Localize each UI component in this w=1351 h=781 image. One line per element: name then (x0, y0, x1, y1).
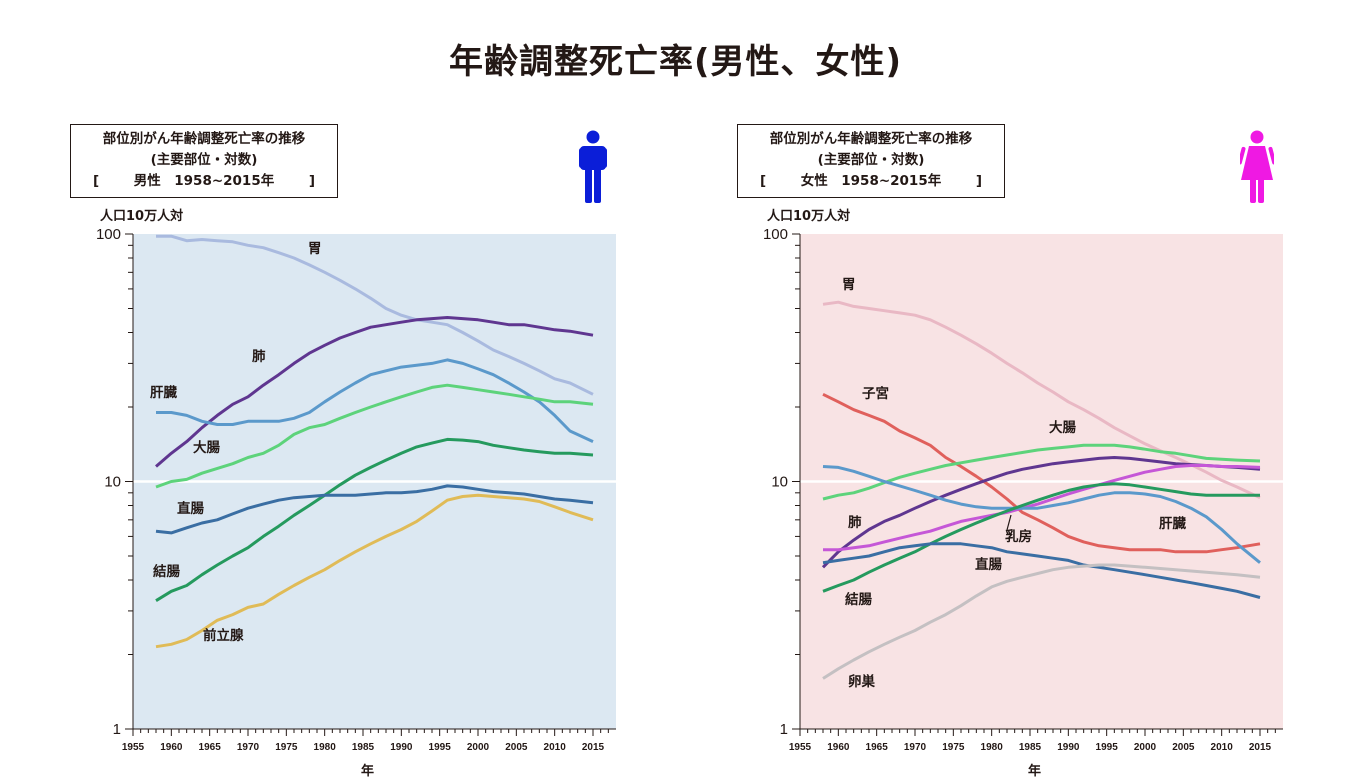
x-tick-label: 1960 (160, 742, 183, 753)
x-tick-label: 1975 (942, 742, 965, 753)
series-label-肺: 肺 (848, 515, 862, 531)
x-tick-label: 1980 (314, 742, 337, 753)
series-line-直腸 (822, 542, 1261, 599)
series-line-胃 (156, 234, 594, 396)
bracket-open: [ (760, 173, 767, 189)
x-tick-label: 1980 (981, 742, 1004, 753)
female-sex-years: 女性 1958~2015年 (800, 173, 942, 189)
x-tick-label: 1995 (1096, 742, 1119, 753)
female-title-range: [ 女性 1958~2015年 ] (738, 171, 1004, 192)
x-tick-label: 2010 (1211, 742, 1234, 753)
female-title-line1: 部位別がん年齢調整死亡率の推移 (769, 131, 973, 147)
y-tick-label: 10 (771, 474, 788, 491)
x-tick-label: 2005 (1172, 742, 1195, 753)
female-line-chart: 1 10 100 1955 1960 1965 1970 1975 1980 1985 1990 19… (763, 226, 1283, 779)
series-line-肝臓 (156, 358, 594, 443)
series-label-結腸: 結腸 (153, 563, 180, 580)
x-tick-label: 1975 (275, 742, 298, 753)
series-label-大腸: 大腸 (193, 439, 220, 456)
male-chart-title-box: 部位別がん年齢調整死亡率の推移 (主要部位・対数) [ 男性 1958~2015… (70, 124, 338, 198)
series-label-子宮: 子宮 (862, 385, 889, 402)
bracket-close: ] (308, 173, 315, 189)
female-panel: 部位別がん年齢調整死亡率の推移 (主要部位・対数) [ 女性 1958~2015… (667, 0, 1327, 781)
x-axis-title: 年 (1028, 763, 1041, 779)
series-line-子宮 (822, 392, 1261, 554)
male-sex-years: 男性 1958~2015年 (133, 173, 275, 189)
male-figure-icon (578, 130, 608, 208)
male-unit-label: 人口10万人対 (100, 209, 184, 224)
x-tick-label: 2000 (1134, 742, 1157, 753)
series-label-胃: 胃 (308, 241, 322, 257)
male-panel: 部位別がん年齢調整死亡率の推移 (主要部位・対数) [ 男性 1958~2015… (0, 0, 660, 781)
series-label-肝臓: 肝臓 (150, 384, 177, 401)
series-label-肺: 肺 (252, 349, 266, 365)
x-tick-label: 1960 (827, 742, 850, 753)
x-tick-label: 1990 (1057, 742, 1080, 753)
male-title-range: [ 男性 1958~2015年 ] (71, 171, 337, 192)
bracket-open: [ (93, 173, 100, 189)
page-title: 年齢調整死亡率(男性、女性) (448, 42, 903, 82)
series-label-直腸: 直腸 (177, 500, 204, 517)
series-label-肝臓: 肝臓 (1159, 515, 1187, 532)
x-tick-label: 2010 (544, 742, 567, 753)
series-label-卵巣: 卵巣 (848, 673, 876, 690)
y-tick-label: 100 (763, 226, 788, 243)
series-line-胃 (822, 300, 1261, 500)
female-unit-label: 人口10万人対 (767, 209, 851, 224)
series-line-乳房 (823, 464, 1261, 552)
x-tick-label: 2005 (505, 742, 528, 753)
female-figure-icon (1237, 130, 1277, 208)
x-tick-label: 1955 (122, 742, 145, 753)
series-label-大腸: 大腸 (1049, 419, 1077, 436)
x-tick-label: 1965 (866, 742, 889, 753)
x-tick-label: 2015 (1249, 742, 1272, 753)
series-label-結腸: 結腸 (845, 591, 873, 608)
male-line-chart: 1 10 100 1955 1960 1965 1970 1975 1980 1985 1990 19… (96, 226, 616, 779)
x-tick-label: 2015 (582, 742, 605, 753)
series-line-肺 (821, 456, 1261, 569)
series-line-肝臓 (822, 465, 1261, 564)
series-line-肺 (155, 316, 594, 468)
series-line-結腸 (155, 437, 594, 602)
female-title-line2: (主要部位・対数) (817, 152, 925, 168)
y-tick-label: 100 (96, 226, 121, 243)
y-tick-label: 1 (113, 721, 121, 738)
male-title-line2: (主要部位・対数) (150, 152, 258, 168)
series-line-直腸 (155, 484, 594, 535)
series-line-大腸 (822, 443, 1261, 501)
leader-line (1006, 514, 1012, 531)
series-label-直腸: 直腸 (975, 556, 1003, 573)
bracket-close: ] (975, 173, 982, 189)
x-tick-label: 1970 (904, 742, 927, 753)
series-label-前立腺: 前立腺 (203, 627, 244, 644)
male-title-line1: 部位別がん年齢調整死亡率の推移 (102, 131, 306, 147)
x-tick-label: 1985 (352, 742, 375, 753)
female-chart-title-box: 部位別がん年齢調整死亡率の推移 (主要部位・対数) [ 女性 1958~2015… (737, 124, 1005, 198)
x-tick-label: 1985 (1019, 742, 1042, 753)
series-line-大腸 (155, 383, 594, 489)
series-label-胃: 胃 (842, 277, 856, 293)
y-tick-label: 1 (780, 721, 788, 738)
series-line-前立腺 (155, 493, 594, 649)
x-tick-label: 1965 (199, 742, 222, 753)
x-tick-label: 1995 (429, 742, 452, 753)
x-tick-label: 2000 (467, 742, 490, 753)
y-tick-label: 10 (104, 474, 121, 491)
x-tick-label: 1955 (789, 742, 812, 753)
series-label-乳房: 乳房 (1005, 528, 1032, 545)
x-axis-title: 年 (361, 763, 374, 779)
x-tick-label: 1990 (390, 742, 413, 753)
x-tick-label: 1970 (237, 742, 260, 753)
series-line-結腸 (822, 482, 1260, 593)
series-line-卵巣 (822, 563, 1261, 680)
